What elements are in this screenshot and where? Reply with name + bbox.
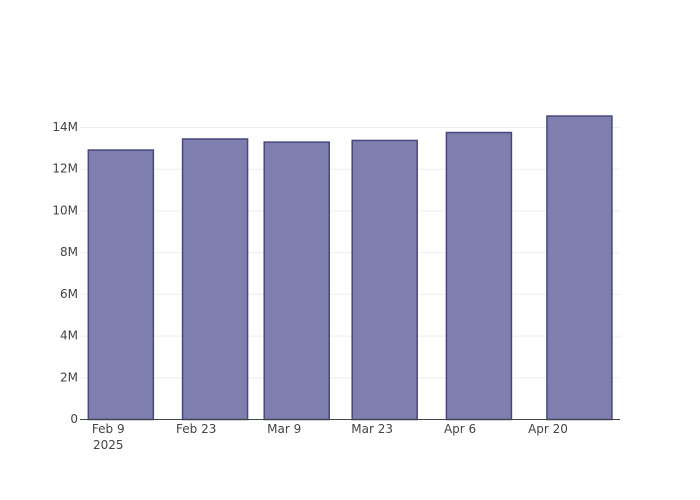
bar <box>351 139 418 421</box>
x-tick-label: Mar 23 <box>351 422 393 436</box>
y-tick-label: 12M <box>52 162 78 176</box>
y-tick-label: 10M <box>52 203 78 217</box>
x-tick-label: Feb 23 <box>176 422 216 436</box>
y-tick-label: 14M <box>52 120 78 134</box>
y-tick-label: 6M <box>60 287 78 301</box>
y-tick-label: 0 <box>70 412 78 426</box>
x-tick-label: Apr 6 <box>444 422 476 436</box>
x-tick-label: Feb 9 <box>92 422 125 436</box>
bar <box>445 131 513 421</box>
y-tick-label: 2M <box>60 370 78 384</box>
bar <box>263 141 330 421</box>
bar <box>546 115 613 421</box>
x-year-label: 2025 <box>93 438 124 452</box>
x-tick-label: Apr 20 <box>528 422 568 436</box>
x-tick-label: Mar 9 <box>267 422 301 436</box>
bar <box>87 149 155 421</box>
bar <box>181 138 249 421</box>
y-tick-label: 8M <box>60 245 78 259</box>
y-tick-label: 4M <box>60 329 78 343</box>
